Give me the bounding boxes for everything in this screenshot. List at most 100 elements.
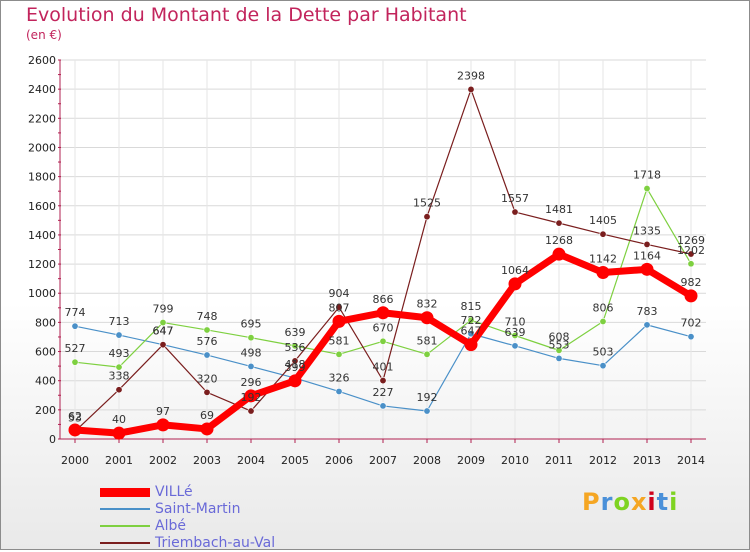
data-label: 982 <box>681 276 702 289</box>
data-point <box>467 330 475 338</box>
data-label: 647 <box>153 325 174 338</box>
logo-letter: x <box>630 488 648 516</box>
data-label: 1405 <box>589 214 617 227</box>
data-point <box>335 350 343 358</box>
data-label: 647 <box>153 325 174 338</box>
data-label: 527 <box>65 342 86 355</box>
legend-swatch <box>100 525 150 527</box>
data-labels: 62 40 97 69 296 399 807 866 832 647 1064 1268 1142 11… <box>65 69 706 426</box>
data-label: 69 <box>200 409 214 422</box>
data-label: 647 <box>461 325 482 338</box>
data-label: 799 <box>153 303 174 316</box>
y-tick-label: 1000 <box>28 287 56 300</box>
data-label: 338 <box>109 370 130 383</box>
proxiti-logo: Proxiti <box>582 488 678 516</box>
data-label: 192 <box>241 391 262 404</box>
data-point <box>68 423 82 437</box>
data-point <box>244 389 258 403</box>
data-point <box>420 311 434 325</box>
chart-subtitle: (en €) <box>26 28 62 42</box>
data-point <box>687 333 695 341</box>
data-label: 783 <box>637 305 658 318</box>
data-point <box>511 208 519 216</box>
data-label: 581 <box>329 334 350 347</box>
data-label: 748 <box>197 310 218 323</box>
y-tick-label: 2000 <box>28 141 56 154</box>
data-point <box>203 388 211 396</box>
x-tick-label: 2008 <box>413 454 441 467</box>
data-point <box>159 341 167 349</box>
data-point <box>332 314 346 328</box>
legend-label: Albé <box>155 518 186 534</box>
data-point <box>555 219 563 227</box>
legend-swatch <box>100 508 150 510</box>
data-point <box>247 407 255 415</box>
legend-swatch <box>100 488 150 497</box>
data-point <box>464 338 478 352</box>
data-label: 553 <box>549 338 570 351</box>
y-tick-label: 600 <box>35 346 56 359</box>
data-point <box>71 322 79 330</box>
data-point <box>467 316 475 324</box>
data-label: 576 <box>197 335 218 348</box>
data-point <box>379 402 387 410</box>
data-point <box>115 331 123 339</box>
data-label: 227 <box>373 386 394 399</box>
data-label: 1164 <box>633 249 661 262</box>
data-label: 1142 <box>589 253 617 266</box>
data-label: 296 <box>241 376 262 389</box>
data-label: 710 <box>505 316 526 329</box>
data-point <box>203 351 211 359</box>
data-point <box>687 250 695 258</box>
y-tick-label: 2400 <box>28 83 56 96</box>
data-label: 1202 <box>677 244 705 257</box>
data-point <box>643 240 651 248</box>
data-label: 639 <box>505 326 526 339</box>
data-point <box>376 306 390 320</box>
data-label: 695 <box>241 318 262 331</box>
data-point <box>511 342 519 350</box>
logo-letter: r <box>600 488 614 516</box>
data-point <box>247 334 255 342</box>
y-tick-label: 800 <box>35 316 56 329</box>
data-label: 722 <box>461 314 482 327</box>
data-point <box>643 321 651 329</box>
data-label: 40 <box>112 413 126 426</box>
data-point <box>159 319 167 327</box>
y-tick-label: 1800 <box>28 171 56 184</box>
data-label: 1268 <box>545 234 573 247</box>
x-tick-label: 2002 <box>149 454 177 467</box>
data-label: 1557 <box>501 192 529 205</box>
data-point <box>423 213 431 221</box>
data-label: 326 <box>329 371 350 384</box>
data-point <box>71 358 79 366</box>
data-point <box>115 386 123 394</box>
y-tick-label: 1200 <box>28 258 56 271</box>
data-point <box>599 230 607 238</box>
logo-letter: P <box>582 488 601 516</box>
data-point <box>684 289 698 303</box>
y-tick-label: 1400 <box>28 229 56 242</box>
data-label: 639 <box>285 326 306 339</box>
data-point <box>247 362 255 370</box>
data-label: 401 <box>373 361 394 374</box>
x-tick-label: 2014 <box>677 454 705 467</box>
data-point <box>200 422 214 436</box>
data-point <box>379 337 387 345</box>
x-tick-label: 2005 <box>281 454 309 467</box>
data-label: 503 <box>593 346 614 359</box>
axes: 0 200 400 600 800 1000 1200 1400 1600 1800 2000 220… <box>28 54 706 467</box>
legend-label: Saint-Martin <box>155 501 241 517</box>
data-label: 1525 <box>413 197 441 210</box>
data-label: 493 <box>109 347 130 360</box>
x-tick-label: 2007 <box>369 454 397 467</box>
x-tick-label: 2000 <box>61 454 89 467</box>
data-point <box>599 318 607 326</box>
data-point <box>115 363 123 371</box>
legend-label: Triembach-au-Val <box>155 535 276 551</box>
data-label: 904 <box>329 287 350 300</box>
data-label: 1335 <box>633 224 661 237</box>
data-point <box>156 418 170 432</box>
data-label: 97 <box>156 405 170 418</box>
data-label: 608 <box>549 330 570 343</box>
